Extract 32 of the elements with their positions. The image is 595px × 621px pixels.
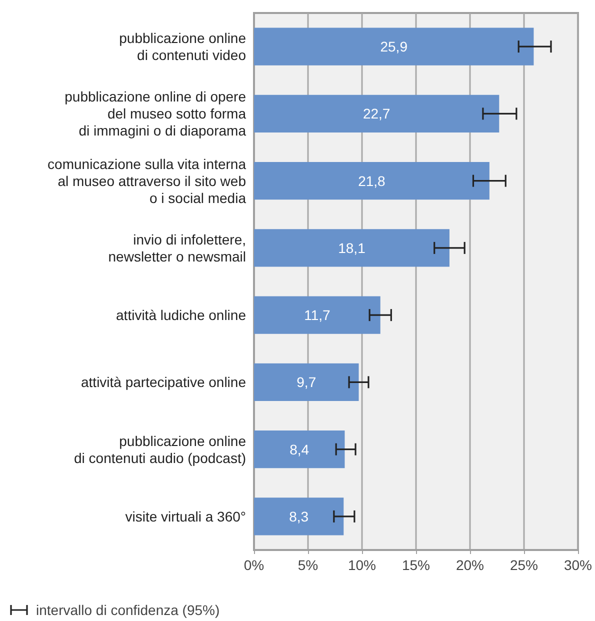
y-tick-label: pubblicazione online di contenuti video: [119, 30, 246, 64]
data-label: 21,8: [358, 172, 386, 189]
y-tick-label: attività partecipative online: [81, 374, 246, 390]
bar: [254, 498, 344, 536]
y-tick-label: invio di infolettere, newsletter o newsmail: [108, 231, 246, 264]
bar: [254, 28, 534, 66]
data-label: 22,7: [362, 106, 390, 122]
bar: [254, 229, 450, 267]
data-label: 9,7: [296, 374, 316, 390]
y-tick-label: attività ludiche online: [116, 307, 246, 324]
data-label: 8,3: [289, 508, 309, 524]
x-tick-label: 20%: [456, 557, 484, 573]
bar: [254, 94, 500, 132]
x-tick-label: 0%: [244, 557, 264, 573]
x-tick-label: 10%: [348, 557, 376, 573]
x-tick-label: 15%: [402, 557, 430, 573]
y-tick-label: pubblicazione online di opere del museo sotto forma di immagini o di diaporama: [64, 88, 246, 139]
data-label: 25,9: [380, 38, 408, 55]
text: intervallo di confidenza (95%): [36, 602, 220, 618]
bar: [254, 162, 490, 200]
data-label: 18,1: [338, 240, 366, 256]
x-tick-label: 25%: [510, 557, 538, 573]
data-label: 11,7: [304, 307, 330, 324]
bar: [254, 430, 345, 468]
y-tick-label: visite virtuali a 360°: [125, 508, 246, 524]
y-tick-label: comunicazione sulla vita interna al museo attraverso il sito web o i social media: [48, 156, 246, 206]
x-tick-label: 5%: [298, 557, 318, 573]
x-tick-label: 30%: [564, 557, 592, 573]
bar: [254, 296, 380, 334]
bar: [254, 363, 359, 401]
data-label: 8,4: [290, 441, 310, 458]
y-tick-label: pubblicazione online di contenuti audio (podcast): [74, 432, 246, 466]
